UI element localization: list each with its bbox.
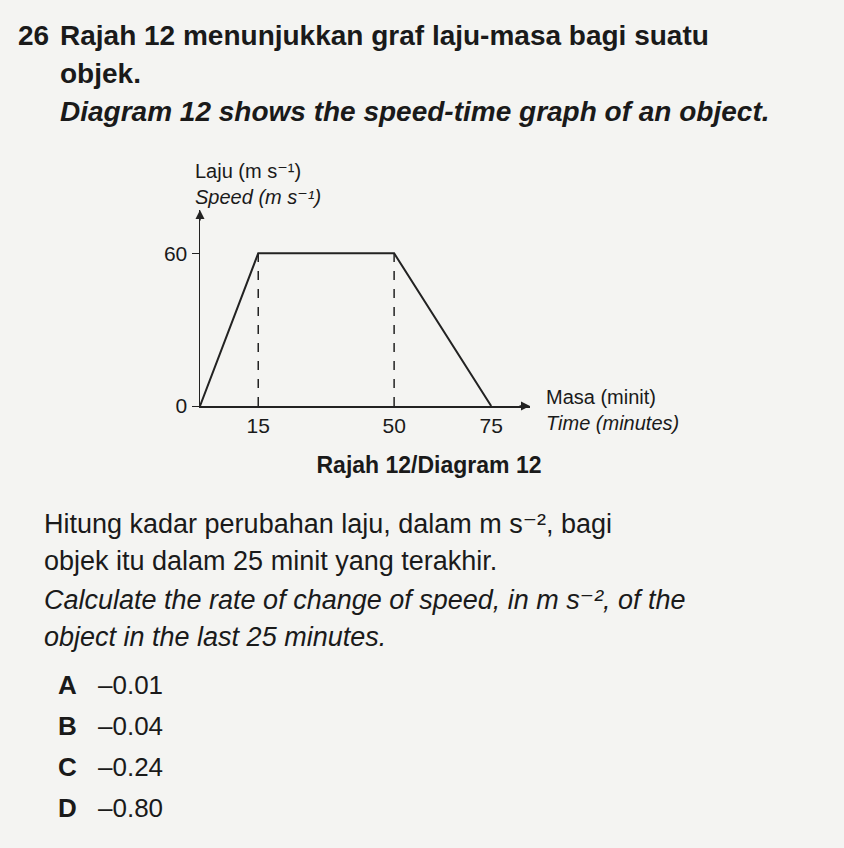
svg-text:Masa (minit)Time (minutes): Masa (minit)Time (minutes): [546, 386, 679, 434]
html-text:C: C: [58, 752, 77, 782]
svg-text:15: 15: [247, 414, 270, 437]
html-text:Hitung kadar perubahan laju, d: Hitung kadar perubahan laju, dalam m s⁻²…: [44, 509, 613, 539]
html-text:Calculate the rate of change o: Calculate the rate of change of speed, i…: [44, 585, 686, 615]
html-text:A: A: [58, 670, 77, 700]
html-text:–0.01: –0.01: [98, 670, 164, 700]
svg-text:60: 60: [164, 242, 187, 265]
html-text:–0.80: –0.80: [98, 793, 164, 823]
html-text:objek itu dalam 25 minit yang: objek itu dalam 25 minit yang terakhir.: [44, 546, 498, 576]
svg-text:75: 75: [480, 414, 503, 437]
html-text:–0.04: –0.04: [98, 711, 164, 741]
html-text:D: D: [58, 793, 77, 823]
html-text:–0.24: –0.24: [98, 752, 164, 782]
html-text:B: B: [58, 711, 77, 741]
svg-text:Laju (m s⁻¹)Speed (m s⁻¹): Laju (m s⁻¹)Speed (m s⁻¹): [195, 160, 321, 208]
svg-text:0: 0: [176, 394, 188, 417]
html-text:object in the last 25 minutes.: object in the last 25 minutes.: [44, 622, 387, 652]
html-text:Rajah 12/Diagram 12: Rajah 12/Diagram 12: [316, 452, 542, 478]
html-text:26 Rajah 12 menunjukkan graf l: 26 Rajah 12 menunjukkan graf laju-masa b…: [18, 20, 709, 51]
html-text:Diagram 12 shows the speed-tim: Diagram 12 shows the speed-time graph of…: [60, 96, 770, 127]
svg-text:50: 50: [382, 414, 405, 437]
html-text:objek.: objek.: [60, 58, 141, 89]
